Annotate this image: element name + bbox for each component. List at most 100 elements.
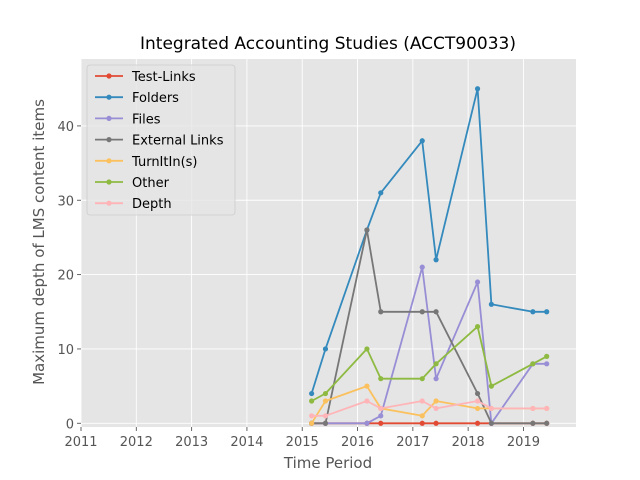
data-point-external-links (322, 420, 329, 426)
data-point-files (433, 376, 439, 382)
legend-entry: External Links (95, 134, 224, 149)
series-other (309, 324, 550, 404)
data-point-files (378, 413, 384, 419)
axis-ticks: 2011 2012 2013 2014 2015 2016 2017 2018 2019 0 10 2… (57, 120, 540, 450)
data-point-depth (309, 413, 315, 419)
x-axis-label: Time Period (283, 454, 372, 472)
y-tick-label: 10 (57, 343, 74, 358)
data-point-folders (419, 138, 425, 144)
series-depth (309, 398, 550, 419)
y-axis-label: Maximum depth of LMS content items (30, 99, 48, 385)
legend-entry: Other (95, 176, 170, 191)
data-point-folders (433, 257, 439, 263)
legend-label: External Links (132, 134, 224, 149)
data-point-folders (530, 309, 536, 315)
data-point-folders (488, 301, 494, 307)
legend-swatch-marker (106, 137, 112, 143)
series-line-other (311, 325, 548, 402)
x-tick-label: 2013 (175, 435, 208, 450)
legend-label: Test-Links (131, 70, 196, 85)
data-point-folders (474, 86, 481, 92)
data-point-other (474, 324, 481, 330)
series-line-depth (311, 400, 547, 417)
data-point-folders (544, 309, 550, 315)
data-point-depth (474, 398, 481, 404)
data-point-other (364, 346, 370, 352)
x-tick-label: 2015 (286, 435, 319, 450)
legend-label: Files (132, 112, 161, 127)
data-point-test-links (378, 420, 384, 426)
legend-swatch-marker (106, 115, 112, 121)
data-point-other (309, 398, 315, 404)
legend-entry: Depth (95, 197, 172, 212)
legend: Test-Links Folders Files External Links Turn… (86, 64, 236, 216)
data-point-test-links (474, 420, 481, 426)
data-point-folders (322, 346, 329, 352)
series-folders (309, 86, 550, 397)
legend-swatch-marker (106, 73, 112, 79)
data-point-turnitin-s (364, 383, 370, 389)
data-point-external-links (364, 227, 370, 233)
data-point-folders (309, 390, 315, 397)
data-point-depth (322, 413, 329, 419)
y-tick-label: 40 (57, 120, 74, 135)
data-point-other (322, 390, 329, 397)
data-point-depth (544, 405, 550, 412)
data-point-turnitin-s (322, 398, 329, 404)
data-point-other (530, 361, 536, 367)
series-line-files (311, 266, 547, 425)
chart-title: Integrated Accounting Studies (ACCT90033… (140, 34, 516, 54)
legend-entry: Test-Links (95, 70, 196, 85)
legend-swatch-marker (106, 94, 112, 100)
x-tick-label: 2012 (120, 435, 153, 450)
legend-label: Folders (132, 91, 179, 106)
y-tick-label: 0 (66, 417, 74, 432)
data-point-depth (378, 405, 384, 412)
x-tick-label: 2019 (507, 435, 540, 450)
data-point-other (419, 376, 425, 382)
data-point-other (433, 361, 439, 367)
data-point-external-links (378, 309, 384, 315)
legend-entry: Folders (95, 91, 179, 106)
data-point-folders (378, 190, 384, 196)
x-tick-label: 2016 (341, 435, 374, 450)
data-point-files (474, 279, 481, 285)
x-tick-label: 2011 (64, 435, 97, 450)
data-point-other (544, 353, 550, 359)
data-point-other (488, 383, 494, 389)
data-point-depth (364, 398, 370, 404)
legend-swatch-marker (106, 179, 112, 185)
data-point-external-links (530, 420, 536, 426)
legend-entry: Files (95, 112, 161, 127)
series-line-external-links (311, 229, 547, 425)
x-tick-label: 2014 (230, 435, 263, 450)
data-point-other (378, 376, 384, 382)
data-point-depth (433, 405, 439, 412)
data-point-external-links (433, 309, 439, 315)
legend-label: Depth (132, 197, 172, 212)
data-point-depth (419, 398, 425, 404)
data-point-turnitin-s (309, 420, 315, 426)
data-point-files (419, 264, 425, 270)
data-point-external-links (488, 420, 494, 426)
y-tick-label: 20 (57, 269, 74, 284)
x-tick-label: 2018 (452, 435, 485, 450)
data-point-turnitin-s (474, 405, 481, 412)
series-lines (309, 86, 550, 426)
legend-swatch-marker (106, 158, 112, 164)
data-point-external-links (544, 420, 550, 426)
data-point-external-links (419, 309, 425, 315)
data-point-files (364, 420, 370, 426)
legend-entry: TurnItIn(s) (95, 155, 197, 170)
legend-label: TurnItIn(s) (131, 155, 197, 170)
legend-box (86, 64, 236, 216)
data-point-external-links (474, 390, 481, 397)
x-tick-label: 2017 (396, 435, 429, 450)
data-point-turnitin-s (419, 413, 425, 419)
data-point-files (544, 361, 550, 367)
data-point-test-links (419, 420, 425, 426)
data-point-turnitin-s (433, 398, 439, 404)
data-point-depth (530, 405, 536, 412)
legend-swatch-marker (106, 200, 112, 206)
